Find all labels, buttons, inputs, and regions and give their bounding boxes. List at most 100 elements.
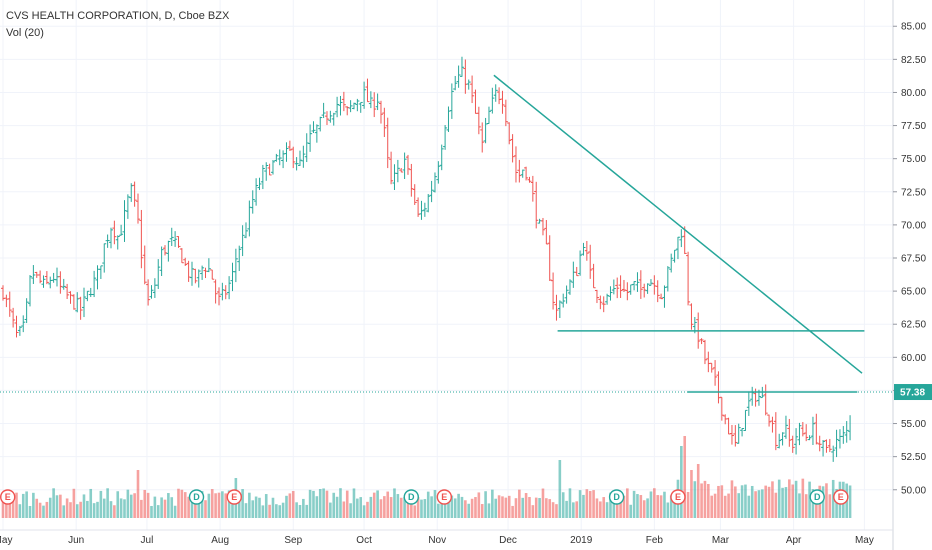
volume-bar — [754, 491, 757, 518]
event-marker-label: D — [613, 492, 620, 502]
volume-bar — [507, 495, 511, 518]
volume-bar — [156, 505, 160, 518]
volume-bar — [585, 489, 589, 518]
price-axis-label: 60.00 — [901, 353, 926, 364]
volume-bar — [393, 488, 396, 518]
volume-bar — [494, 498, 498, 518]
price-axis-label: 55.00 — [901, 419, 926, 430]
volume-bar — [322, 488, 325, 518]
volume-bar — [86, 500, 89, 518]
time-axis-label: May — [855, 535, 874, 546]
volume-bar — [89, 488, 93, 518]
price-axis-label: 75.00 — [901, 154, 926, 165]
volume-bar — [32, 492, 35, 518]
volume-bar — [524, 493, 528, 518]
price-axis-label: 85.00 — [901, 22, 926, 33]
volume-bar — [18, 504, 22, 518]
volume-bar — [5, 499, 8, 518]
volume-bar — [177, 488, 180, 518]
volume-bar — [96, 501, 99, 518]
volume-bar — [663, 491, 666, 518]
volume-bar — [848, 485, 852, 518]
volume-bar — [737, 493, 741, 518]
volume-bar — [109, 501, 113, 518]
volume-bar — [339, 488, 342, 518]
volume-bar — [399, 497, 403, 518]
volume-bar — [501, 496, 504, 518]
volume-bar — [696, 464, 700, 518]
volume-bar — [146, 492, 150, 518]
volume-bar — [771, 481, 774, 518]
volume-bar — [183, 492, 187, 518]
price-axis-label: 65.00 — [901, 287, 926, 298]
volume-bar — [450, 495, 454, 518]
time-axis-label: Aug — [211, 535, 229, 546]
volume-bar — [153, 496, 157, 518]
price-axis-label: 77.50 — [901, 121, 926, 132]
volume-bar — [396, 494, 400, 518]
volume-bar — [82, 494, 86, 518]
volume-bar — [261, 505, 265, 518]
volume-bar — [197, 493, 201, 518]
time-axis-label: Oct — [356, 535, 372, 546]
volume-bar — [734, 486, 737, 518]
volume-bar — [52, 488, 55, 518]
volume-bar — [99, 490, 103, 518]
volume-bar — [62, 505, 66, 518]
volume-bar — [828, 494, 832, 518]
volume-bar — [599, 501, 602, 518]
price-axis-label: 50.00 — [901, 485, 926, 496]
earnings-marker — [833, 489, 849, 505]
earnings-marker — [670, 489, 686, 505]
volume-bar — [609, 492, 612, 518]
volume-bar — [75, 504, 79, 518]
volume-bar — [464, 500, 467, 518]
volume-bar — [649, 491, 653, 518]
volume-bar — [835, 488, 838, 518]
volume-bar — [764, 485, 768, 518]
dividend-marker — [188, 489, 205, 505]
volume-bar — [686, 491, 690, 518]
volume-bar — [440, 501, 444, 518]
volume-bar — [555, 504, 558, 518]
volume-bar — [210, 489, 214, 518]
volume-bar — [329, 502, 332, 518]
volume-bar — [491, 489, 494, 518]
volume-bar — [767, 486, 771, 518]
volume-bar — [106, 488, 109, 518]
volume-bar — [28, 505, 32, 518]
volume-bar — [302, 498, 305, 518]
volume-bar — [791, 484, 795, 518]
volume-bar — [717, 485, 720, 518]
volume-bar — [777, 479, 781, 518]
dividend-marker — [809, 489, 825, 505]
volume-bar — [656, 495, 660, 518]
volume-bar — [504, 497, 508, 518]
volume-bar — [636, 494, 639, 518]
volume-bar — [305, 504, 309, 518]
price-axis-label: 67.50 — [901, 254, 926, 265]
volume-bar — [615, 499, 619, 518]
volume-bar — [443, 491, 447, 518]
volume-bar — [92, 503, 96, 518]
volume-bar — [150, 505, 153, 518]
volume-bar — [278, 505, 282, 518]
volume-bar — [804, 494, 808, 518]
volume-bar — [224, 493, 228, 518]
volume-bar — [248, 492, 251, 518]
time-axis-label: Jul — [141, 535, 154, 546]
volume-bar — [227, 490, 231, 518]
volume-bar — [362, 505, 366, 518]
volume-bar — [258, 497, 261, 518]
volume-bar — [372, 492, 376, 518]
volume-bar — [744, 484, 747, 518]
volume-bar — [521, 497, 525, 518]
volume-bar — [487, 503, 491, 518]
volume-bar — [545, 498, 548, 518]
volume-bar — [221, 491, 224, 518]
event-marker-label: E — [5, 492, 11, 502]
volume-bar — [710, 495, 714, 518]
volume-bar — [116, 491, 120, 518]
volume-bar — [379, 499, 383, 518]
